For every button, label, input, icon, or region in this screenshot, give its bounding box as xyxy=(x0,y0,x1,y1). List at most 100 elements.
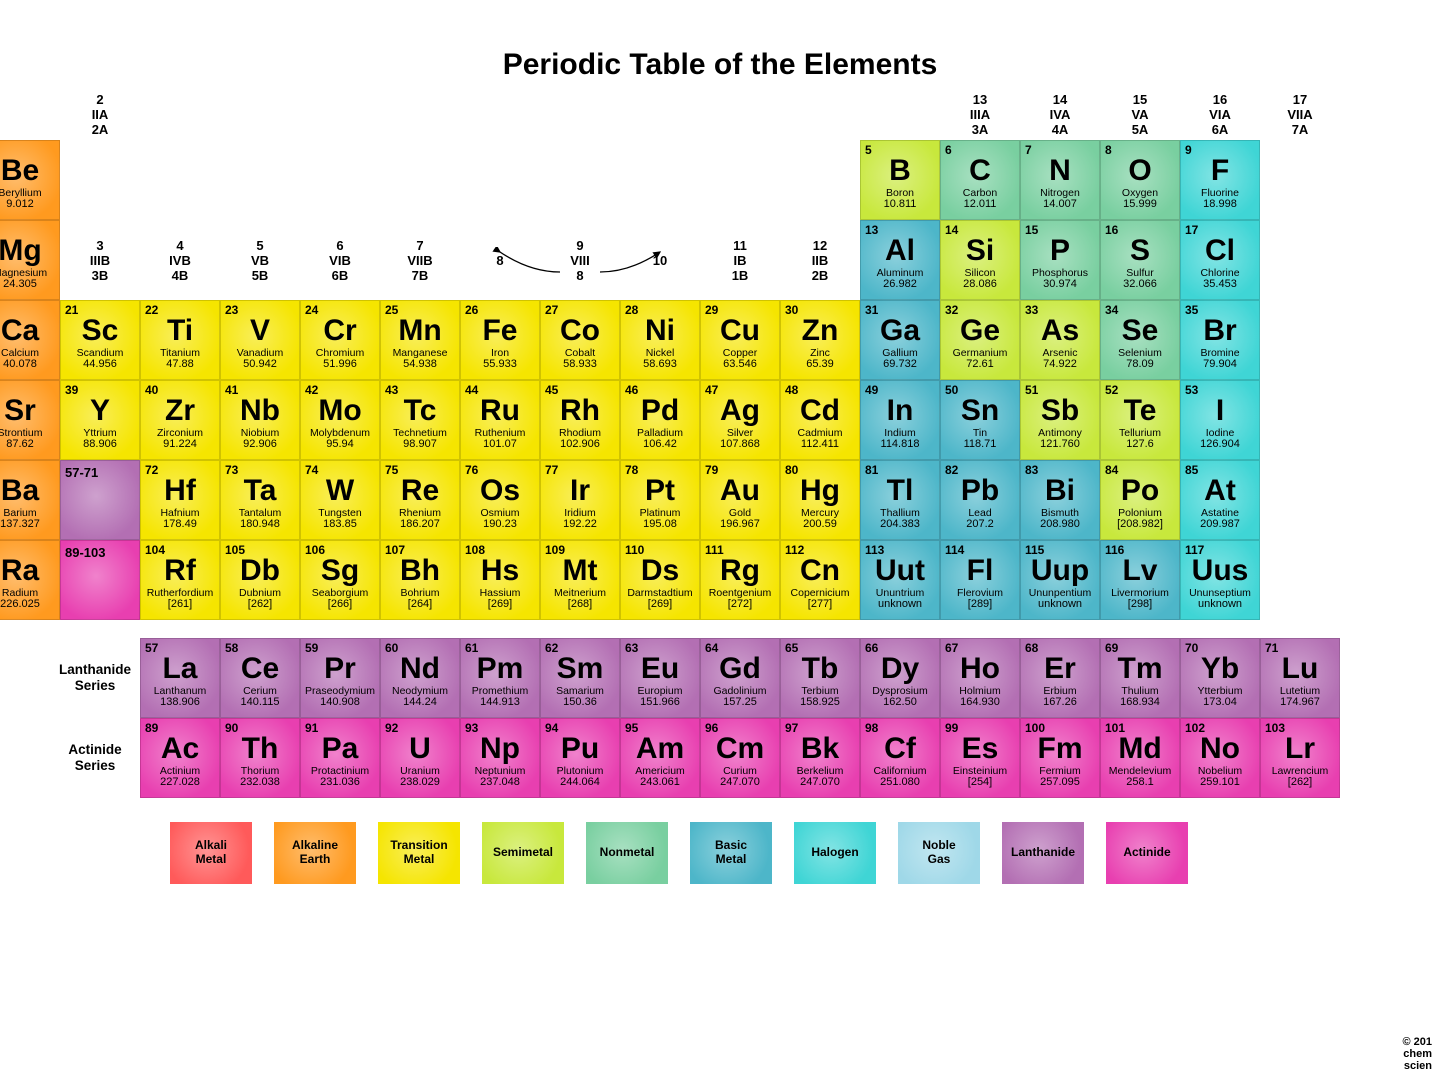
atomic-mass: 92.906 xyxy=(243,439,277,450)
atomic-mass: 207.2 xyxy=(966,519,994,530)
element-symbol: V xyxy=(250,316,270,346)
atomic-mass: 106.42 xyxy=(643,439,677,450)
atomic-mass: 121.760 xyxy=(1040,439,1080,450)
atomic-number: 17 xyxy=(1185,223,1198,237)
element-symbol: Ac xyxy=(161,734,199,764)
element-name: Bromine xyxy=(1200,348,1239,359)
atomic-mass: 190.23 xyxy=(483,519,517,530)
element-name: Erbium xyxy=(1043,686,1076,697)
empty-cell xyxy=(300,140,380,220)
element-name: Dubnium xyxy=(239,588,281,599)
element-name: Fermium xyxy=(1039,766,1080,777)
element-symbol: Ti xyxy=(167,316,193,346)
legend-item: NobleGas xyxy=(898,822,980,884)
element-name: Antimony xyxy=(1038,428,1082,439)
atomic-mass: 208.980 xyxy=(1040,519,1080,530)
element-cell: 5 B Boron 10.811 xyxy=(860,140,940,220)
element-cell: 79 Au Gold 196.967 xyxy=(700,460,780,540)
element-symbol: Md xyxy=(1118,734,1161,764)
atomic-number: 22 xyxy=(145,303,158,317)
atomic-mass: 54.938 xyxy=(403,359,437,370)
group-label xyxy=(620,92,700,140)
element-symbol: Pt xyxy=(645,476,675,506)
element-name: Neodymium xyxy=(392,686,448,697)
atomic-mass: 138.906 xyxy=(160,697,200,708)
atomic-number: 35 xyxy=(1185,303,1198,317)
element-name: Holmium xyxy=(959,686,1000,697)
element-name: Tungsten xyxy=(318,508,361,519)
atomic-mass: 178.49 xyxy=(163,519,197,530)
element-name: Tin xyxy=(973,428,987,439)
atomic-mass: 101.07 xyxy=(483,439,517,450)
element-name: Meitnerium xyxy=(554,588,606,599)
element-symbol: O xyxy=(1128,156,1151,186)
atomic-mass: 28.086 xyxy=(963,279,997,290)
element-symbol: Er xyxy=(1044,654,1076,684)
element-name: Palladium xyxy=(637,428,683,439)
element-name: Cerium xyxy=(243,686,277,697)
atomic-mass: 200.59 xyxy=(803,519,837,530)
element-row: 4 Be Beryllium 9.0125 B Boron 10.8116 C … xyxy=(0,140,1440,220)
group-label xyxy=(0,92,60,140)
element-cell: 88 Ra Radium 226.025 xyxy=(0,540,60,620)
atomic-mass: 50.942 xyxy=(243,359,277,370)
lanthanide-label: LanthanideSeries xyxy=(50,662,140,694)
atomic-number: 116 xyxy=(1105,543,1124,557)
atomic-number: 104 xyxy=(145,543,165,557)
element-cell: 51 Sb Antimony 121.760 xyxy=(1020,380,1100,460)
element-symbol: Pa xyxy=(322,734,359,764)
element-symbol: No xyxy=(1200,734,1240,764)
legend-item: Semimetal xyxy=(482,822,564,884)
element-cell: 25 Mn Manganese 54.938 xyxy=(380,300,460,380)
actinide-row: 89 Ac Actinium 227.02890 Th Thorium 232.… xyxy=(140,718,1340,798)
element-name: Silicon xyxy=(965,268,996,279)
atomic-number: 62 xyxy=(545,641,558,655)
element-name: Zinc xyxy=(810,348,830,359)
element-symbol: Te xyxy=(1124,396,1157,426)
atomic-number: 40 xyxy=(145,383,158,397)
element-symbol: Tb xyxy=(802,654,839,684)
element-cell: 7 N Nitrogen 14.007 xyxy=(1020,140,1100,220)
atomic-number: 105 xyxy=(225,543,245,557)
element-cell: 33 As Arsenic 74.922 xyxy=(1020,300,1100,380)
atomic-mass: 180.948 xyxy=(240,519,280,530)
element-name: Aluminum xyxy=(877,268,924,279)
atomic-mass: 44.956 xyxy=(83,359,117,370)
atomic-number: 99 xyxy=(945,721,958,735)
element-name: Samarium xyxy=(556,686,604,697)
atomic-mass: 150.36 xyxy=(563,697,597,708)
element-symbol: Fl xyxy=(967,556,994,586)
element-symbol: Po xyxy=(1121,476,1159,506)
element-name: Bohrium xyxy=(400,588,439,599)
atomic-number: 24 xyxy=(305,303,318,317)
element-name: Carbon xyxy=(963,188,997,199)
atomic-mass: 35.453 xyxy=(1203,279,1237,290)
element-symbol: W xyxy=(326,476,354,506)
element-cell: 116 Lv Livermorium [298] xyxy=(1100,540,1180,620)
atomic-mass: 168.934 xyxy=(1120,697,1160,708)
atomic-number: 60 xyxy=(385,641,398,655)
group-label xyxy=(860,92,940,140)
element-symbol: Sr xyxy=(4,396,36,426)
atomic-mass: 55.933 xyxy=(483,359,517,370)
element-symbol: Bk xyxy=(801,734,839,764)
atomic-number: 46 xyxy=(625,383,638,397)
element-symbol: Am xyxy=(636,734,684,764)
element-symbol: Eu xyxy=(641,654,679,684)
group-label: 6 VIB 6B xyxy=(300,220,380,300)
element-symbol: Nd xyxy=(400,654,440,684)
element-cell: 107 Bh Bohrium [264] xyxy=(380,540,460,620)
atomic-number: 8 xyxy=(1105,143,1112,157)
atomic-mass: 126.904 xyxy=(1200,439,1240,450)
atomic-number: 23 xyxy=(225,303,238,317)
element-cell: 21 Sc Scandium 44.956 xyxy=(60,300,140,380)
element-symbol: Dy xyxy=(881,654,919,684)
element-cell: 9 F Fluorine 18.998 xyxy=(1180,140,1260,220)
atomic-mass: unknown xyxy=(878,599,922,610)
element-name: Flerovium xyxy=(957,588,1003,599)
element-name: Cobalt xyxy=(565,348,595,359)
element-symbol: Pm xyxy=(477,654,524,684)
element-cell: 57 La Lanthanum 138.906 xyxy=(140,638,220,718)
element-name: Sulfur xyxy=(1126,268,1153,279)
element-symbol: Ag xyxy=(720,396,760,426)
